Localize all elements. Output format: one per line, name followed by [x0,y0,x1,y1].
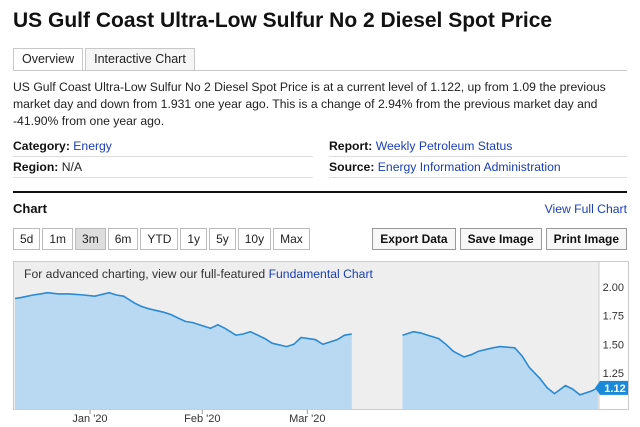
range-5d-button[interactable]: 5d [13,228,41,250]
range-3m-button[interactable]: 3m [75,228,106,250]
meta-divider [329,177,627,178]
report-label: Report: [329,139,373,153]
print-image-button[interactable]: Print Image [545,228,627,250]
view-full-chart-link[interactable]: View Full Chart [544,202,627,216]
chart-section-divider [13,191,627,193]
range-1y-button[interactable]: 1y [180,228,208,250]
chart-area: 2.00 1.75 1.50 1.25 1.12 For advanced charti… [13,261,629,410]
meta-divider [13,177,313,178]
series-area-0 [15,292,352,409]
x-tick-label: Feb '20 [184,413,220,425]
page-title: US Gulf Coast Ultra-Low Sulfur No 2 Dies… [13,9,553,32]
range-selector: 5d 1m 3m 6m YTD 1y 5y 10y Max [13,228,312,250]
range-1m-button[interactable]: 1m [42,228,74,250]
x-tick-label: Mar '20 [289,413,325,425]
x-tick-label: Jan '20 [72,413,107,425]
region-value: N/A [61,160,83,174]
current-value-badge [595,380,628,395]
range-max-button[interactable]: Max [273,228,310,250]
summary-text: US Gulf Coast Ultra-Low Sulfur No 2 Dies… [13,80,606,128]
y-tick-label: 1.50 [603,339,624,351]
category-row: Category: Energy [13,139,112,153]
series-line-1 [402,330,599,396]
category-label: Category: [13,139,70,153]
tab-overview[interactable]: Overview [13,48,84,71]
range-10y-button[interactable]: 10y [237,228,272,250]
range-5y-button[interactable]: 5y [209,228,236,250]
range-ytd-button[interactable]: YTD [140,228,179,250]
meta-divider [329,156,627,157]
chart-note: For advanced charting, view our full-fea… [24,267,373,281]
source-link[interactable]: Energy Information Administration [377,160,561,174]
fundamental-chart-link[interactable]: Fundamental Chart [268,267,373,281]
meta-divider [13,156,313,157]
export-data-button[interactable]: Export Data [372,228,456,250]
current-value-label: 1.12 [604,383,625,395]
chart-note-text: For advanced charting, view our full-fea… [24,267,269,281]
category-link[interactable]: Energy [73,139,112,153]
report-link[interactable]: Weekly Petroleum Status [375,139,513,153]
save-image-button[interactable]: Save Image [459,228,542,250]
series-area-1 [402,331,598,409]
y-tick-label: 1.75 [603,311,624,323]
y-tick-label: 1.25 [603,368,624,380]
price-chart[interactable]: 2.00 1.75 1.50 1.25 1.12 [14,262,629,410]
y-tick-label: 2.00 [603,282,624,294]
tab-bar: Overview Interactive Chart [13,48,197,71]
tab-interactive-chart[interactable]: Interactive Chart [85,48,195,71]
region-label: Region: [13,160,59,174]
source-label: Source: [329,160,375,174]
tab-divider [13,70,627,71]
series-line-0 [14,291,352,348]
region-row: Region: N/A [13,160,82,174]
chart-heading: Chart [13,201,47,216]
report-row: Report: Weekly Petroleum Status [329,139,512,153]
range-6m-button[interactable]: 6m [107,228,139,250]
source-row: Source: Energy Information Administratio… [329,160,561,174]
chart-actions: Export Data Save Image Print Image [368,228,627,250]
